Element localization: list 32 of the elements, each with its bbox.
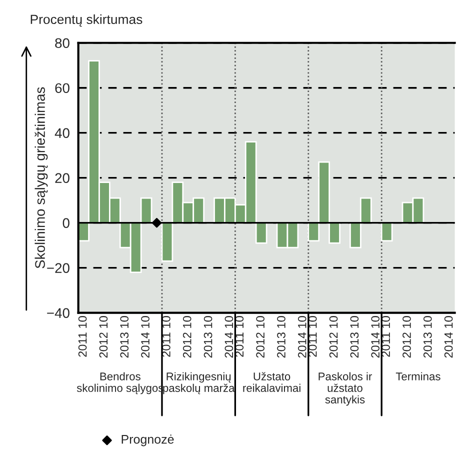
- y-tick-label: −20: [47, 263, 70, 273]
- y-tick-label: 0: [62, 218, 70, 228]
- legend-label: Prognozė: [122, 434, 174, 446]
- text: Terminas: [396, 372, 440, 380]
- y-tick-label: 60: [55, 83, 70, 94]
- y-tick-label: 40: [54, 128, 70, 138]
- chart-title: Procentų skirtumas: [30, 14, 142, 27]
- text: Užstato reikalavimai: [243, 372, 300, 392]
- x-tick-label: 2014 10: [298, 316, 306, 358]
- bar: [380, 222, 393, 242]
- x-tick-label: 2013 10: [204, 316, 212, 358]
- y-tick-label: 20: [55, 173, 70, 184]
- y-tick-label: −40: [47, 308, 70, 318]
- x-tick-label: 2014 10: [371, 316, 380, 358]
- x-tick-label: 2012 10: [99, 316, 108, 358]
- x-tick-label: 2012 10: [182, 316, 192, 358]
- x-tick-label: 2014 10: [224, 316, 234, 358]
- x-tick-label: 2011 10: [78, 316, 87, 357]
- x-tick-label: 2011 10: [162, 316, 170, 357]
- x-tick-label: 2012 10: [256, 316, 264, 358]
- x-tick-label: 2014 10: [141, 316, 150, 358]
- text: Paskolos ir užstato santykis: [318, 372, 372, 406]
- x-tick-label: 2013 10: [120, 316, 129, 358]
- x-tick-label: 2013 10: [423, 316, 432, 358]
- x-tick-label: 2012 10: [329, 316, 338, 358]
- y-tick-label: 80: [55, 38, 70, 48]
- x-tick-label: 2012 10: [402, 316, 411, 358]
- x-tick-label: 2011 10: [382, 316, 390, 357]
- x-tick-label: 2014 10: [444, 316, 453, 358]
- y-axis-title: Skolinimo sąlygų griežtinimas: [34, 87, 48, 268]
- x-tick-label: 2013 10: [277, 316, 286, 358]
- x-tick-label: 2013 10: [350, 316, 359, 358]
